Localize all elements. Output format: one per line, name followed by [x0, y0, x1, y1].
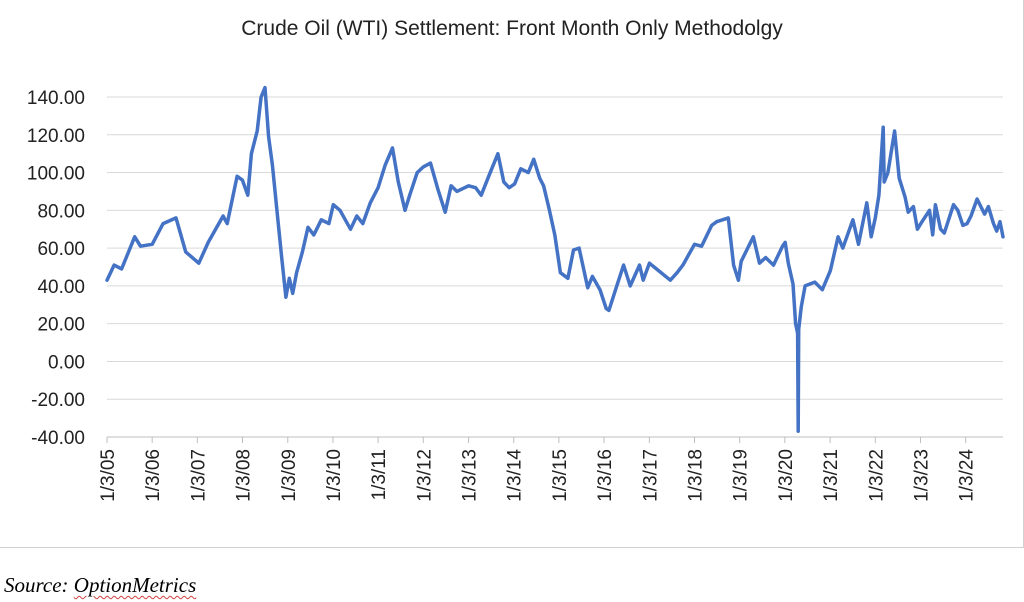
- y-tick-label: 80.00: [37, 201, 85, 222]
- y-tick-label: 0.00: [48, 352, 85, 373]
- y-axis: 140.00 120.00 100.00 80.00 60.00 40.00 20.00 0.…: [27, 88, 85, 449]
- x-tick-label: 1/3/19: [731, 449, 752, 502]
- source-label: Source:: [4, 573, 69, 597]
- source-name: OptionMetrics: [73, 573, 197, 597]
- x-tick-label: 1/3/16: [595, 449, 616, 502]
- x-tick-label: 1/3/24: [957, 449, 978, 502]
- y-tick-label: 60.00: [37, 239, 85, 260]
- y-tick-label: -20.00: [31, 390, 85, 411]
- series-layer: [105, 85, 1005, 434]
- source-note: Source: OptionMetrics: [4, 573, 196, 598]
- oil-price-line-chart: Crude Oil (WTI) Settlement: Front Month …: [27, 17, 1005, 502]
- x-tick-label: 1/3/13: [460, 449, 481, 502]
- x-tick-label: 1/3/17: [640, 449, 661, 502]
- x-tick-label: 1/3/08: [233, 449, 254, 502]
- x-tick-label: 1/3/21: [821, 449, 842, 502]
- chart-title: Crude Oil (WTI) Settlement: Front Month …: [241, 17, 783, 40]
- series-line: [105, 85, 1005, 434]
- x-tick-label: 1/3/20: [776, 449, 797, 502]
- x-tick-label: 1/3/22: [866, 449, 887, 502]
- y-tick-label: -40.00: [31, 428, 85, 449]
- x-tick-label: 1/3/10: [324, 449, 345, 502]
- y-tick-label: 120.00: [27, 126, 85, 147]
- x-tick-label: 1/3/06: [143, 449, 164, 502]
- x-tick-label: 1/3/11: [369, 449, 390, 500]
- x-tick-label: 1/3/09: [279, 449, 300, 502]
- x-tick-label: 1/3/14: [505, 449, 526, 502]
- x-tick-label: 1/3/15: [550, 449, 571, 502]
- x-tick-label: 1/3/07: [188, 449, 209, 502]
- chart-frame: Crude Oil (WTI) Settlement: Front Month …: [0, 0, 1024, 548]
- x-tick-label: 1/3/23: [911, 449, 932, 502]
- y-tick-label: 140.00: [27, 88, 85, 109]
- x-tick-label: 1/3/18: [686, 449, 707, 502]
- x-tick-label: 1/3/05: [98, 449, 119, 502]
- y-tick-label: 40.00: [37, 277, 85, 298]
- y-tick-label: 20.00: [37, 315, 85, 336]
- x-axis: 1/3/05 1/3/06 1/3/07 1/3/08 1/3/09 1/3/10 1/3/…: [98, 436, 1003, 502]
- y-tick-label: 100.00: [27, 164, 85, 185]
- x-tick-label: 1/3/12: [414, 449, 435, 502]
- gridlines: [107, 96, 1003, 438]
